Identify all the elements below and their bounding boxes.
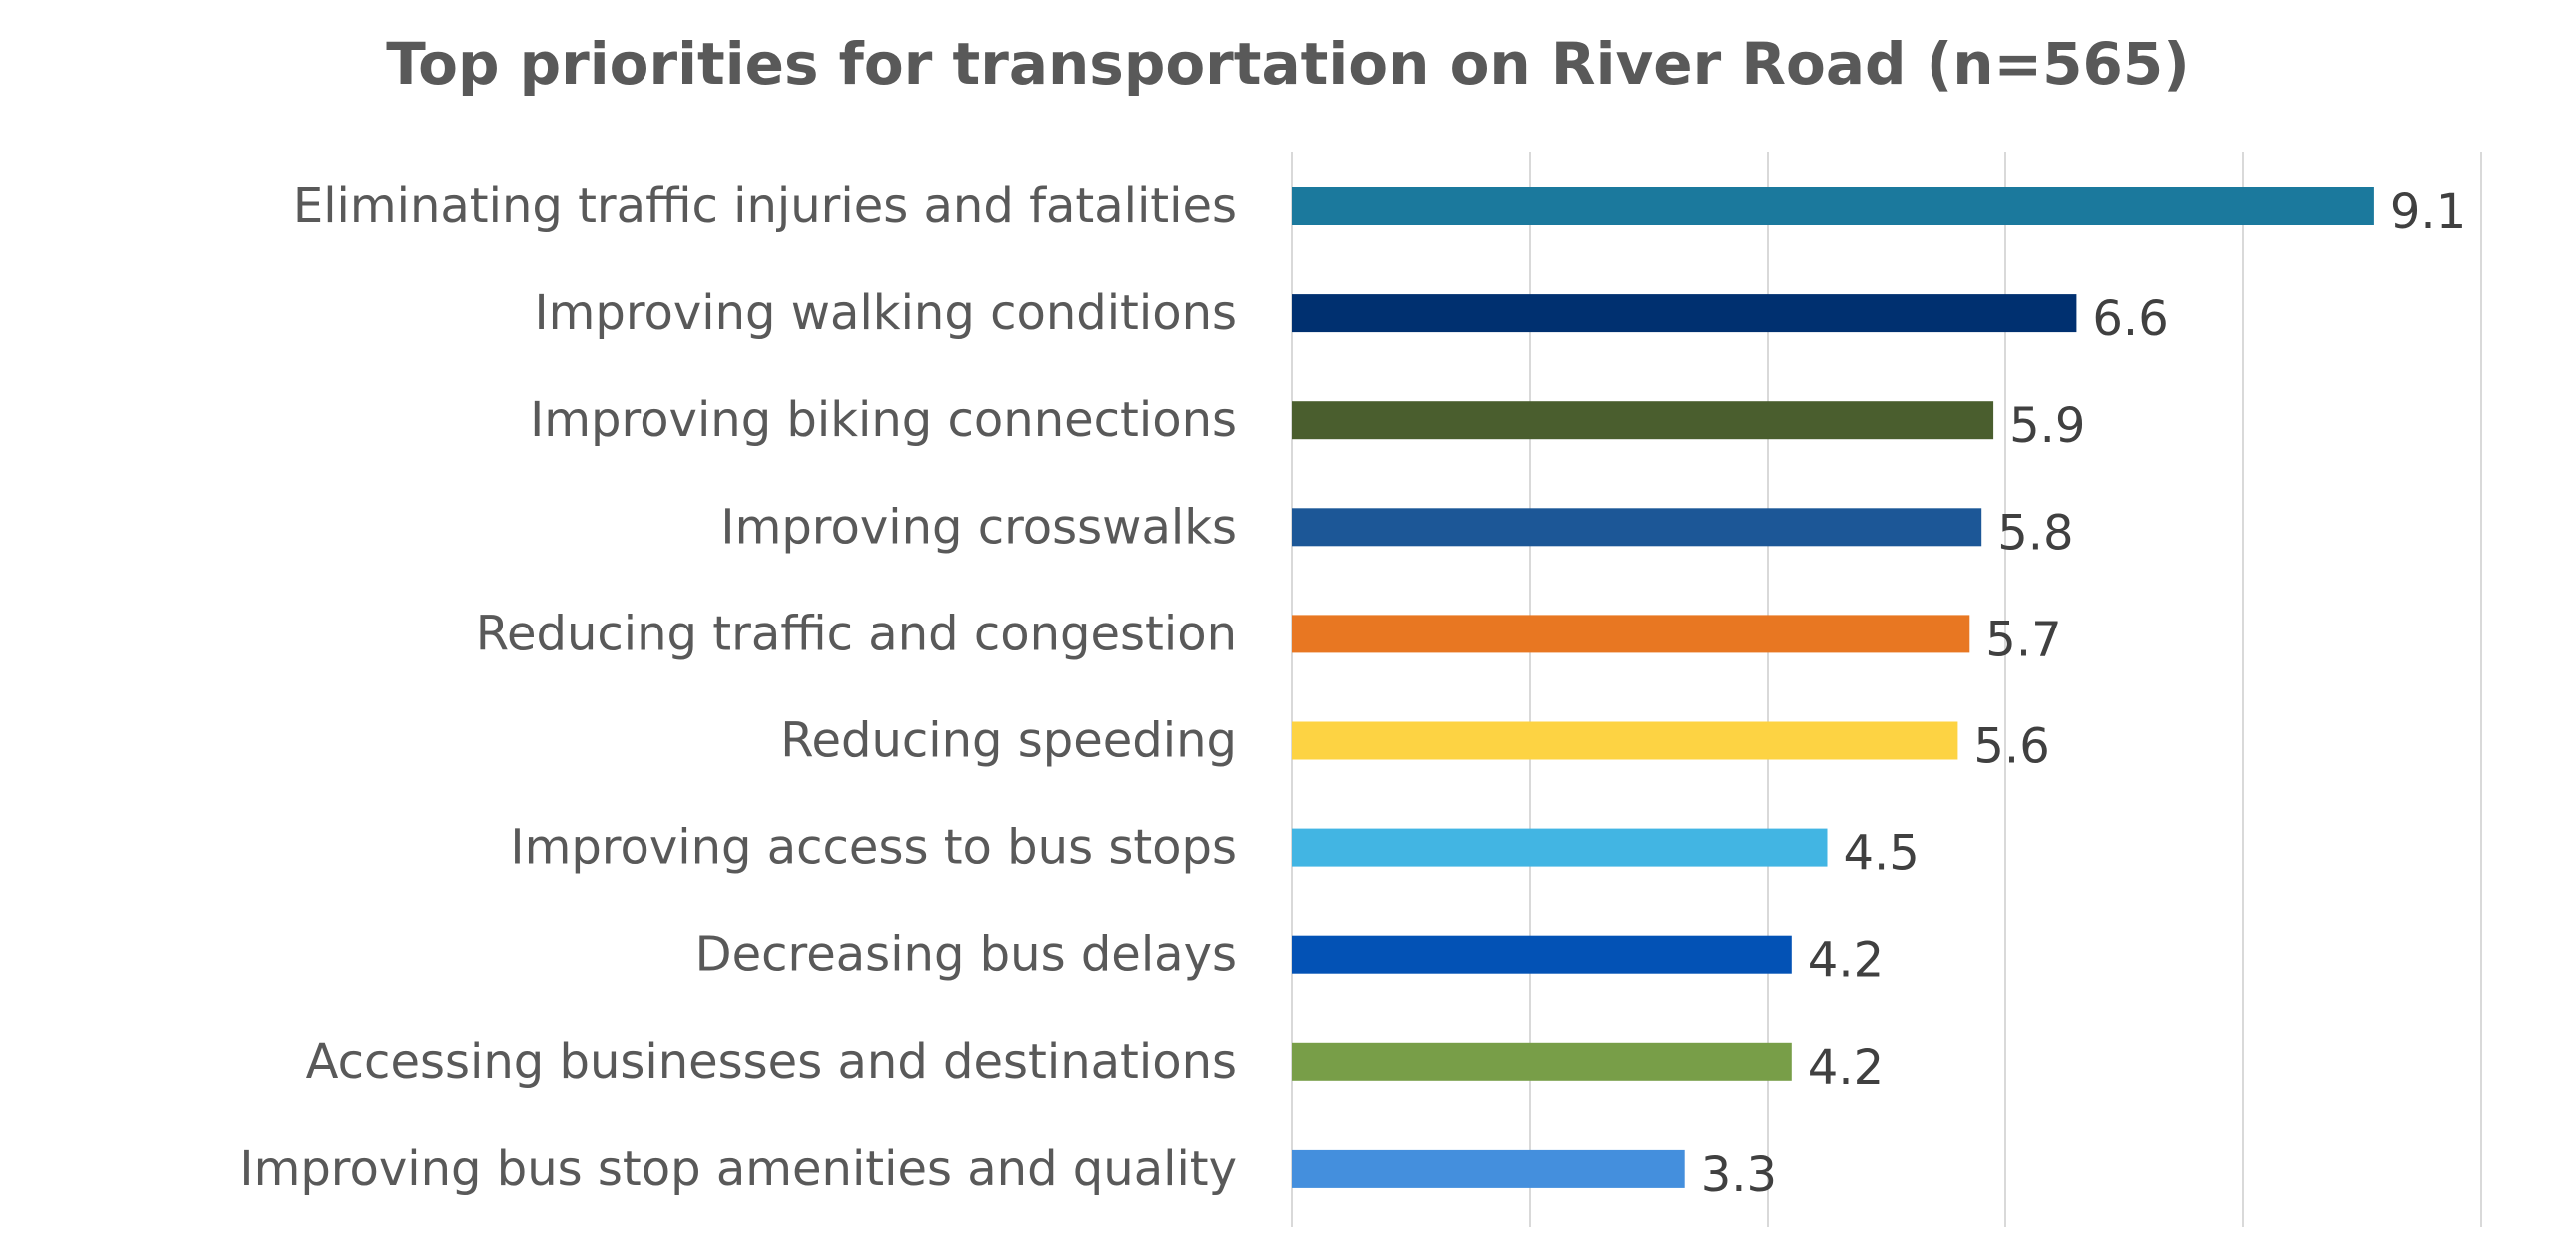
bar <box>1292 187 2374 225</box>
data-label: 5.9 <box>2009 398 2085 454</box>
bar <box>1292 935 1792 974</box>
value-labels: 9.1 6.65.9 5.8 5.7 5.6 4.5 4.2 4.2 3.3 <box>1701 184 2467 1203</box>
data-label: 6.6 <box>2092 291 2168 347</box>
category-label: Improving bus stop amenities and quality <box>239 1141 1237 1197</box>
category-label: Accessing businesses and destinations <box>306 1034 1237 1090</box>
bar <box>1292 401 1994 440</box>
category-label: Eliminating traffic injuries and fatalit… <box>293 178 1237 234</box>
bar <box>1292 828 1828 867</box>
category-label: Reducing speeding <box>780 713 1237 769</box>
bar <box>1292 721 1958 760</box>
bars <box>1292 187 2374 1188</box>
data-label: 3.3 <box>1701 1147 1777 1203</box>
data-label: 4.2 <box>1808 933 1884 989</box>
bar <box>1292 1149 1685 1188</box>
data-label: 9.1 <box>2390 184 2466 240</box>
data-label: 5.8 <box>1997 505 2073 561</box>
bar <box>1292 508 1982 547</box>
category-label: Improving access to bus stops <box>510 820 1237 876</box>
data-label: 4.5 <box>1844 826 1920 882</box>
bar <box>1292 1042 1792 1081</box>
chart-title: Top priorities for transportation on Riv… <box>386 30 2190 98</box>
category-label: Decreasing bus delays <box>695 927 1237 983</box>
data-label: 5.7 <box>1985 612 2061 667</box>
category-label: Improving walking conditions <box>534 285 1237 341</box>
data-label: 5.6 <box>1973 719 2049 775</box>
data-label: 4.2 <box>1808 1040 1884 1096</box>
bar <box>1292 294 2077 333</box>
category-label: Improving biking connections <box>530 392 1237 448</box>
category-labels: Eliminating traffic injuries and fatalit… <box>239 178 1237 1197</box>
bar <box>1292 615 1970 653</box>
category-label: Reducing traffic and congestion <box>476 606 1237 661</box>
category-label: Improving crosswalks <box>720 499 1237 555</box>
